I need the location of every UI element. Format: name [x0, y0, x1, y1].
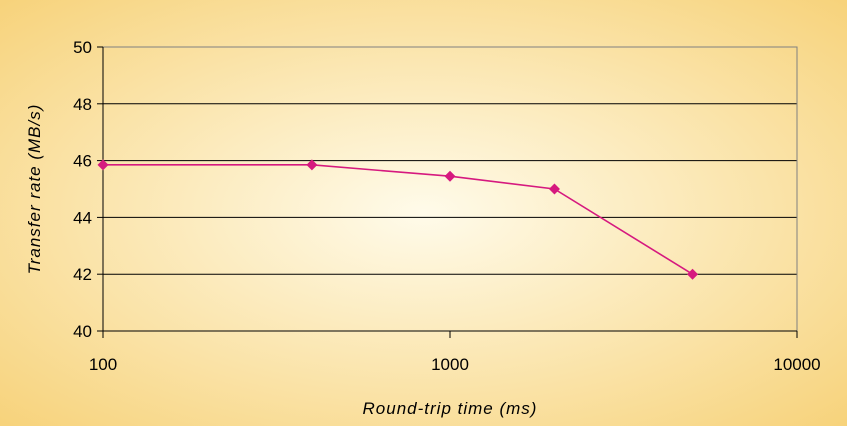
- y-tick-label: 40: [73, 322, 92, 341]
- x-tick-labels: 100 1000 10000: [89, 355, 821, 374]
- data-point-marker: [444, 170, 456, 182]
- data-point-marker: [306, 159, 318, 171]
- y-tick-label: 42: [73, 265, 92, 284]
- y-tick-label: 44: [73, 208, 92, 227]
- y-tick-labels: 40 42 44 46 48 50: [73, 38, 92, 341]
- data-point-marker: [687, 268, 699, 280]
- x-tick-label: 100: [89, 355, 117, 374]
- y-tick-label: 50: [73, 38, 92, 57]
- data-point-marker: [548, 183, 560, 195]
- y-tick-label: 46: [73, 152, 92, 171]
- x-tick-label: 10000: [773, 355, 820, 374]
- x-axis-title: Round-trip time (ms): [363, 399, 538, 418]
- y-tick-label: 48: [73, 95, 92, 114]
- data-points: [97, 159, 699, 280]
- data-point-marker: [97, 159, 109, 171]
- x-tick-label: 1000: [431, 355, 469, 374]
- y-axis-title: Transfer rate (MB/s): [25, 104, 44, 275]
